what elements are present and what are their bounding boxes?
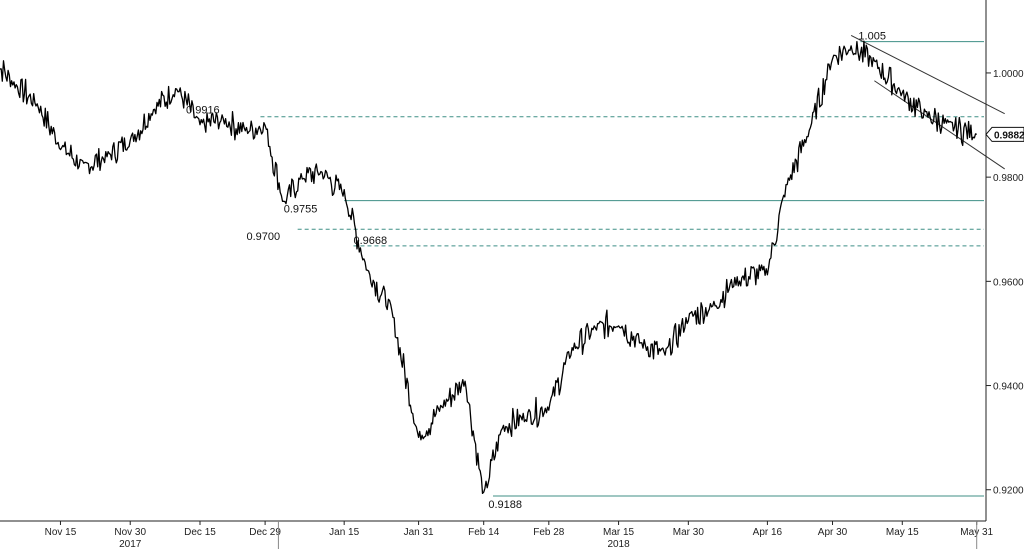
level-annotation: 0.9916 <box>186 105 220 117</box>
level-annotation: 1.005 <box>858 31 886 43</box>
x-tick-label: Nov 30 <box>114 527 146 538</box>
y-tick-label: 0.9800 <box>993 173 1024 184</box>
price-series-line <box>0 40 977 495</box>
x-tick-label: Dec 15 <box>184 527 216 538</box>
year-label: 2017 <box>119 539 142 549</box>
x-tick-label: Jan 15 <box>329 527 359 538</box>
y-tick-label: 0.9200 <box>993 486 1024 497</box>
x-tick-label: Dec 29 <box>249 527 281 538</box>
last-value-tag: 0.9882 <box>985 126 1024 142</box>
x-tick-label: Mar 15 <box>603 527 635 538</box>
x-tick-label: Jan 31 <box>404 527 434 538</box>
level-annotation: 0.9188 <box>488 499 522 511</box>
channel-upper-line <box>850 34 1005 115</box>
level-annotation: 0.9755 <box>284 204 318 216</box>
channel-layer <box>850 34 1005 170</box>
annotation-layer: 1.005 0.9916 0.9755 0.9700 0.9668 0.9188 0.988… <box>186 31 1024 511</box>
y-tick-label: 0.9600 <box>993 277 1024 288</box>
last-value-box <box>985 126 1024 142</box>
level-annotation: 0.9700 <box>247 231 281 243</box>
x-tick-label: Feb 14 <box>468 527 500 538</box>
last-value-label: 0.9882 <box>994 130 1024 141</box>
x-tick-label: May 15 <box>886 527 919 538</box>
levels-layer <box>260 41 984 497</box>
x-tick-label: Feb 28 <box>533 527 565 538</box>
x-tick-label: Nov 15 <box>45 527 77 538</box>
year-label: 2018 <box>607 539 630 549</box>
y-tick-label: 1.0000 <box>993 69 1024 80</box>
x-tick-label: Apr 30 <box>818 527 848 538</box>
y-tick-label: 0.9400 <box>993 382 1024 393</box>
x-tick-label: Apr 16 <box>753 527 783 538</box>
x-tick-label: Mar 30 <box>673 527 705 538</box>
series-layer <box>0 40 977 495</box>
level-annotation: 0.9668 <box>353 235 387 247</box>
